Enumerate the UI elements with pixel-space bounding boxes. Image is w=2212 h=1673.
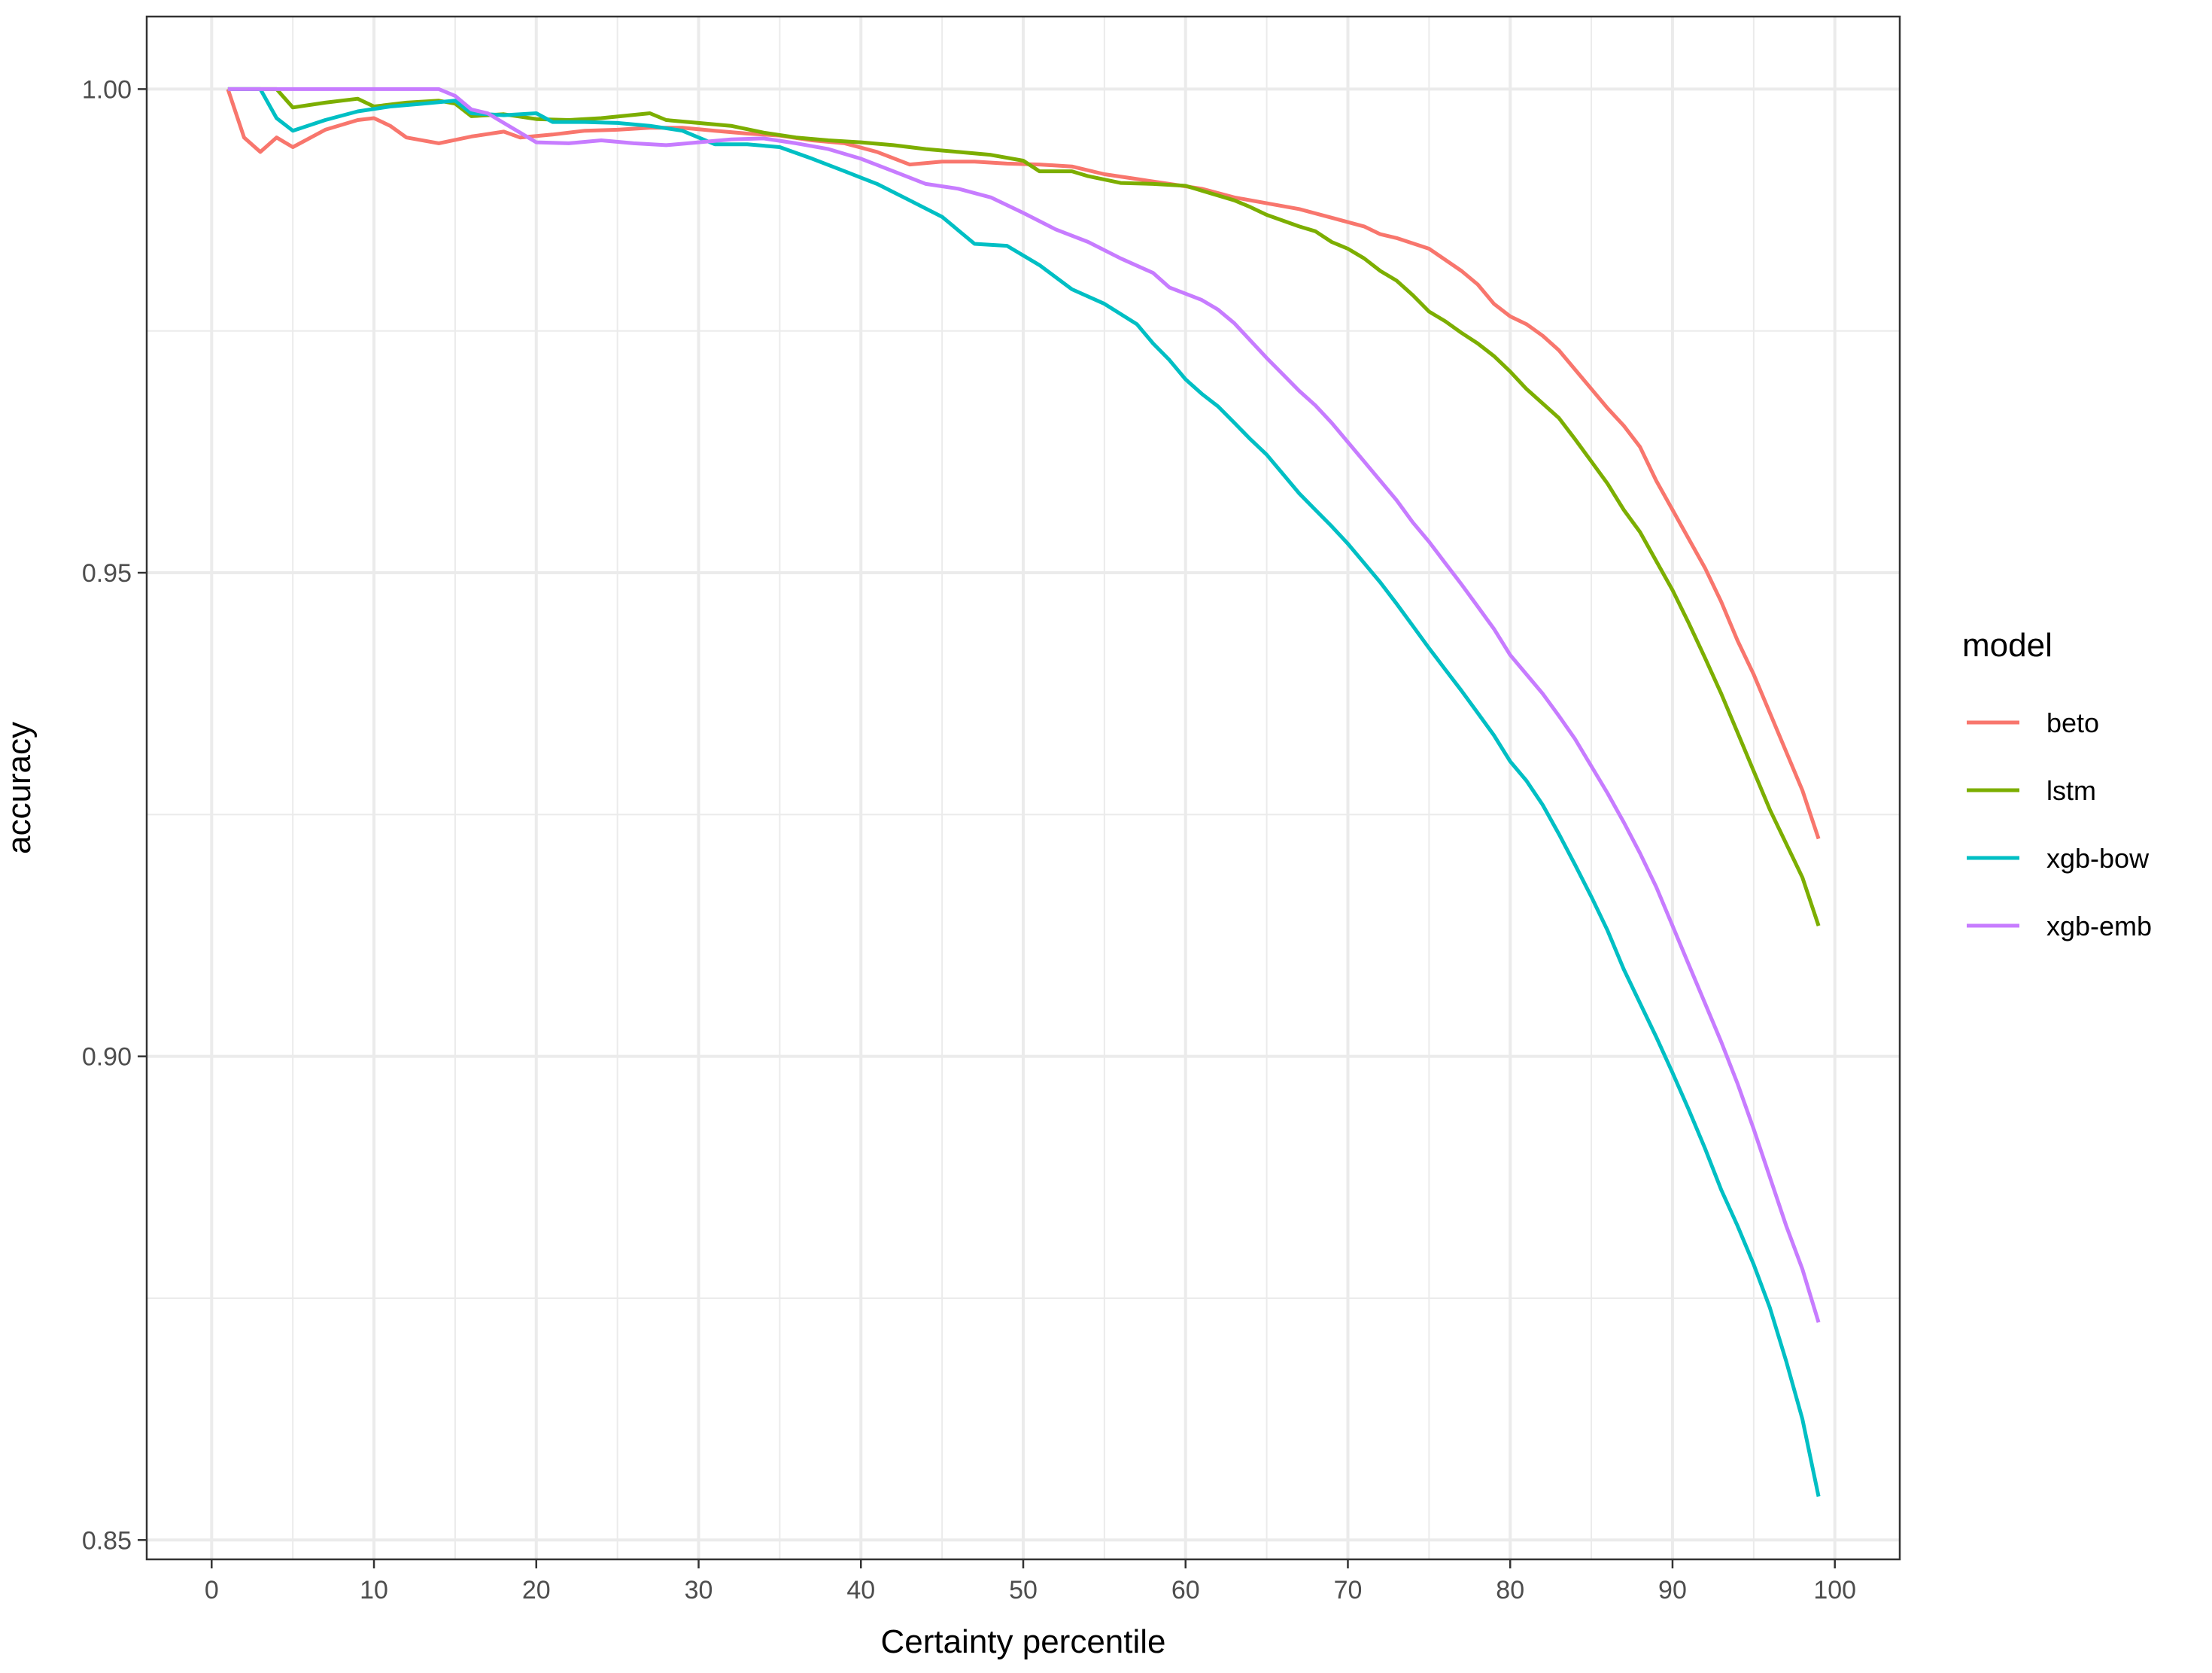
- series-line-xgb-emb: [227, 87, 1821, 1323]
- legend: model beto lstm xgb-bow xgb-emb: [1962, 627, 2152, 941]
- x-tick-label: 50: [1009, 1576, 1038, 1605]
- x-axis-title: Certainty percentile: [880, 1623, 1165, 1660]
- series-line-xgb-bow: [227, 87, 1821, 1498]
- major-gridlines: [147, 17, 1900, 1559]
- y-axis-title: accuracy: [1, 722, 38, 854]
- x-tick-label: 30: [685, 1576, 713, 1605]
- legend-label-xgb-emb: xgb-emb: [2046, 911, 2152, 941]
- series-line-beto: [226, 88, 1821, 840]
- x-tick-label: 70: [1334, 1576, 1363, 1605]
- x-tick-label: 40: [846, 1576, 875, 1605]
- x-tick-label: 100: [1813, 1576, 1856, 1605]
- y-tick-label: 1.00: [82, 75, 132, 104]
- legend-label-xgb-bow: xgb-bow: [2046, 843, 2150, 874]
- x-tick-label: 80: [1496, 1576, 1524, 1605]
- series-lines: [226, 87, 1821, 1498]
- y-tick-label: 0.95: [82, 559, 132, 588]
- legend-label-beto: beto: [2046, 707, 2099, 738]
- plot-panel: [145, 15, 1901, 1561]
- x-tick-label: 90: [1658, 1576, 1687, 1605]
- x-tick-label: 10: [360, 1576, 388, 1605]
- y-tick-label: 0.85: [82, 1526, 132, 1555]
- x-tick-label: 60: [1171, 1576, 1200, 1605]
- legend-title: model: [1962, 627, 2052, 664]
- legend-label-lstm: lstm: [2046, 775, 2096, 806]
- y-tick-label: 0.90: [82, 1043, 132, 1072]
- legend-items: beto lstm xgb-bow xgb-emb: [1967, 707, 2152, 941]
- x-tick-label: 20: [522, 1576, 551, 1605]
- x-axis: 0 10 20 30 40 50 60 70 80 90 100: [205, 1559, 1856, 1605]
- series-line-lstm: [227, 87, 1821, 926]
- x-tick-label: 0: [205, 1576, 219, 1605]
- y-axis: 0.85 0.90 0.95 1.00: [82, 75, 147, 1555]
